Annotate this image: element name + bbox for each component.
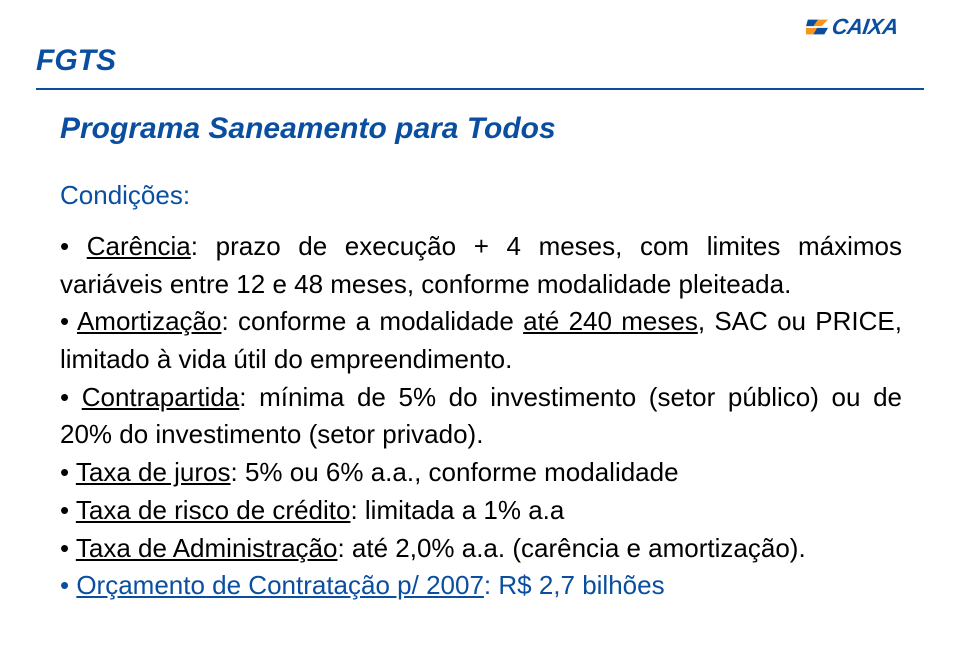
section-label: FGTS xyxy=(36,44,116,78)
b2-label: Amortização xyxy=(77,306,222,336)
b1-label: Carência xyxy=(87,231,191,261)
caixa-logo: CAIXA xyxy=(806,14,927,40)
b3-label: Contrapartida xyxy=(82,382,240,412)
slide: CAIXA FGTS Programa Saneamento para Todo… xyxy=(0,0,959,666)
slide-title: Programa Saneamento para Todos xyxy=(60,112,556,146)
caixa-logo-icon xyxy=(806,16,828,38)
b6-rest: : até 2,0% a.a. (carência e amortização)… xyxy=(337,533,805,563)
bullet-4: • Taxa de juros: 5% ou 6% a.a., conforme… xyxy=(60,454,902,492)
b6-label: Taxa de Administração xyxy=(76,533,338,563)
body-text: • Carência: prazo de execução + 4 meses,… xyxy=(60,228,902,605)
bullet-7: • Orçamento de Contratação p/ 2007: R$ 2… xyxy=(60,567,902,605)
bullet-2: • Amortização: conforme a modalidade até… xyxy=(60,303,902,378)
b2-u: até 240 meses xyxy=(523,306,698,336)
bullet-1: • Carência: prazo de execução + 4 meses,… xyxy=(60,228,902,303)
bullet-5: • Taxa de risco de crédito: limitada a 1… xyxy=(60,492,902,530)
b5-rest: : limitada a 1% a.a xyxy=(350,495,564,525)
caixa-logo-text: CAIXA xyxy=(830,14,900,40)
b5-label: Taxa de risco de crédito xyxy=(76,495,351,525)
b4-rest: : 5% ou 6% a.a., conforme modalidade xyxy=(231,457,679,487)
slide-subhead: Condições: xyxy=(60,180,190,211)
bullet-6: • Taxa de Administração: até 2,0% a.a. (… xyxy=(60,530,902,568)
divider xyxy=(36,88,924,90)
b4-label: Taxa de juros xyxy=(76,457,231,487)
bullet-3: • Contrapartida: mínima de 5% do investi… xyxy=(60,379,902,454)
b7-rest: : R$ 2,7 bilhões xyxy=(484,570,665,600)
b2-mid: : conforme a modalidade xyxy=(221,306,523,336)
b7-label: Orçamento de Contratação p/ 2007 xyxy=(76,570,484,600)
